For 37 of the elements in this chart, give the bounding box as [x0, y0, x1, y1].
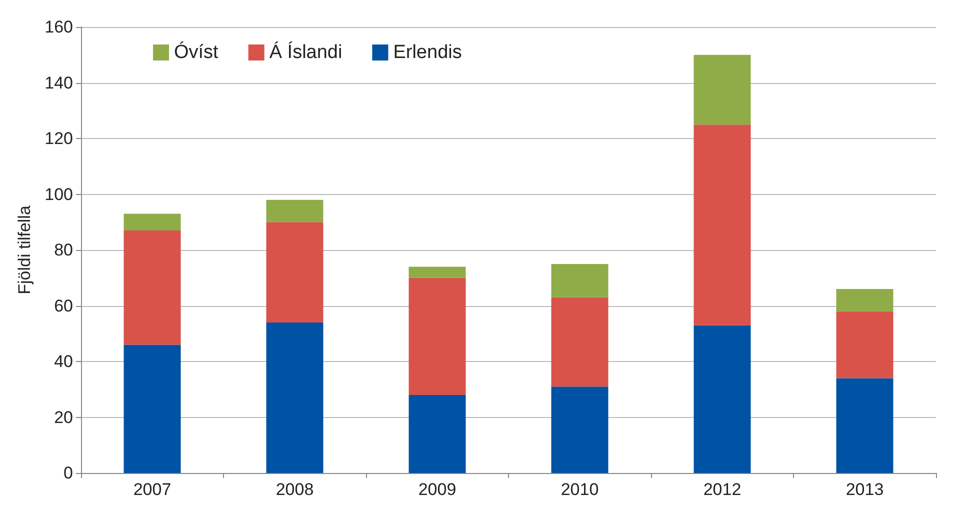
y-tick-label: 0 — [64, 464, 73, 482]
bar — [551, 386, 608, 473]
bar — [124, 230, 181, 345]
bar — [694, 124, 751, 326]
legend-label: Erlendis — [393, 42, 462, 63]
bar — [124, 344, 181, 473]
x-tick-label: 2007 — [133, 480, 172, 499]
y-tick-label: 80 — [54, 240, 73, 260]
y-tick-label: 60 — [54, 296, 73, 316]
bar — [266, 200, 324, 222]
y-axis-title: Fjöldi tilfella — [15, 205, 34, 294]
y-tick-label: 160 — [44, 18, 73, 36]
bar — [408, 278, 466, 395]
bar — [266, 222, 324, 322]
bar — [551, 264, 608, 298]
y-tick-label: 40 — [54, 352, 73, 371]
bar — [551, 297, 608, 387]
bar — [836, 289, 894, 312]
x-tick-label: 2010 — [560, 480, 599, 499]
x-tick-label: 2009 — [418, 480, 456, 499]
legend-label: Á Íslandi — [269, 41, 342, 63]
bar — [408, 394, 466, 473]
x-tick-label: 2008 — [276, 480, 314, 499]
bar — [266, 322, 324, 473]
bar — [836, 378, 894, 473]
y-tick-label: 20 — [54, 408, 73, 427]
bar — [836, 311, 894, 378]
y-tick-label: 100 — [44, 184, 73, 204]
y-tick-label: 140 — [44, 73, 73, 92]
bar — [694, 54, 751, 125]
x-tick-label: 2012 — [703, 480, 742, 499]
bar — [408, 266, 466, 278]
y-tick-label: 120 — [44, 129, 73, 148]
bar — [124, 214, 181, 230]
bar — [694, 325, 751, 473]
legend-label: Óvíst — [174, 41, 220, 63]
x-tick-label: 2013 — [846, 480, 884, 499]
